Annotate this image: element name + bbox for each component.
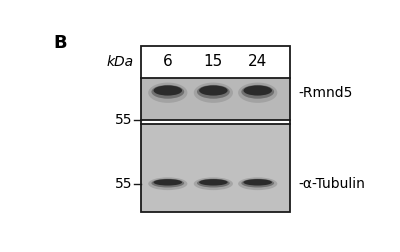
Ellipse shape — [241, 85, 274, 99]
Ellipse shape — [154, 179, 182, 185]
Ellipse shape — [244, 85, 272, 96]
Text: B: B — [53, 34, 67, 52]
Ellipse shape — [238, 83, 277, 103]
Text: -α-Tubulin: -α-Tubulin — [298, 177, 365, 191]
Ellipse shape — [197, 179, 230, 187]
Ellipse shape — [148, 177, 188, 190]
Ellipse shape — [238, 177, 277, 190]
Text: kDa: kDa — [106, 55, 133, 69]
Text: 55: 55 — [115, 113, 132, 128]
Text: -Rmnd5: -Rmnd5 — [298, 86, 352, 100]
Ellipse shape — [154, 85, 182, 96]
Bar — [142, 78, 290, 120]
Ellipse shape — [152, 179, 184, 187]
Ellipse shape — [244, 179, 272, 185]
Text: 15: 15 — [204, 54, 223, 69]
Text: 55: 55 — [115, 177, 132, 191]
Ellipse shape — [199, 85, 228, 96]
Ellipse shape — [152, 85, 184, 99]
Ellipse shape — [199, 179, 228, 185]
Ellipse shape — [241, 179, 274, 187]
Bar — [142, 46, 290, 212]
Ellipse shape — [194, 83, 233, 103]
Text: 6: 6 — [163, 54, 173, 69]
Ellipse shape — [148, 83, 188, 103]
Ellipse shape — [194, 177, 233, 190]
Text: 24: 24 — [248, 54, 267, 69]
Bar — [142, 124, 290, 212]
Bar — [142, 46, 290, 78]
Ellipse shape — [197, 85, 230, 99]
